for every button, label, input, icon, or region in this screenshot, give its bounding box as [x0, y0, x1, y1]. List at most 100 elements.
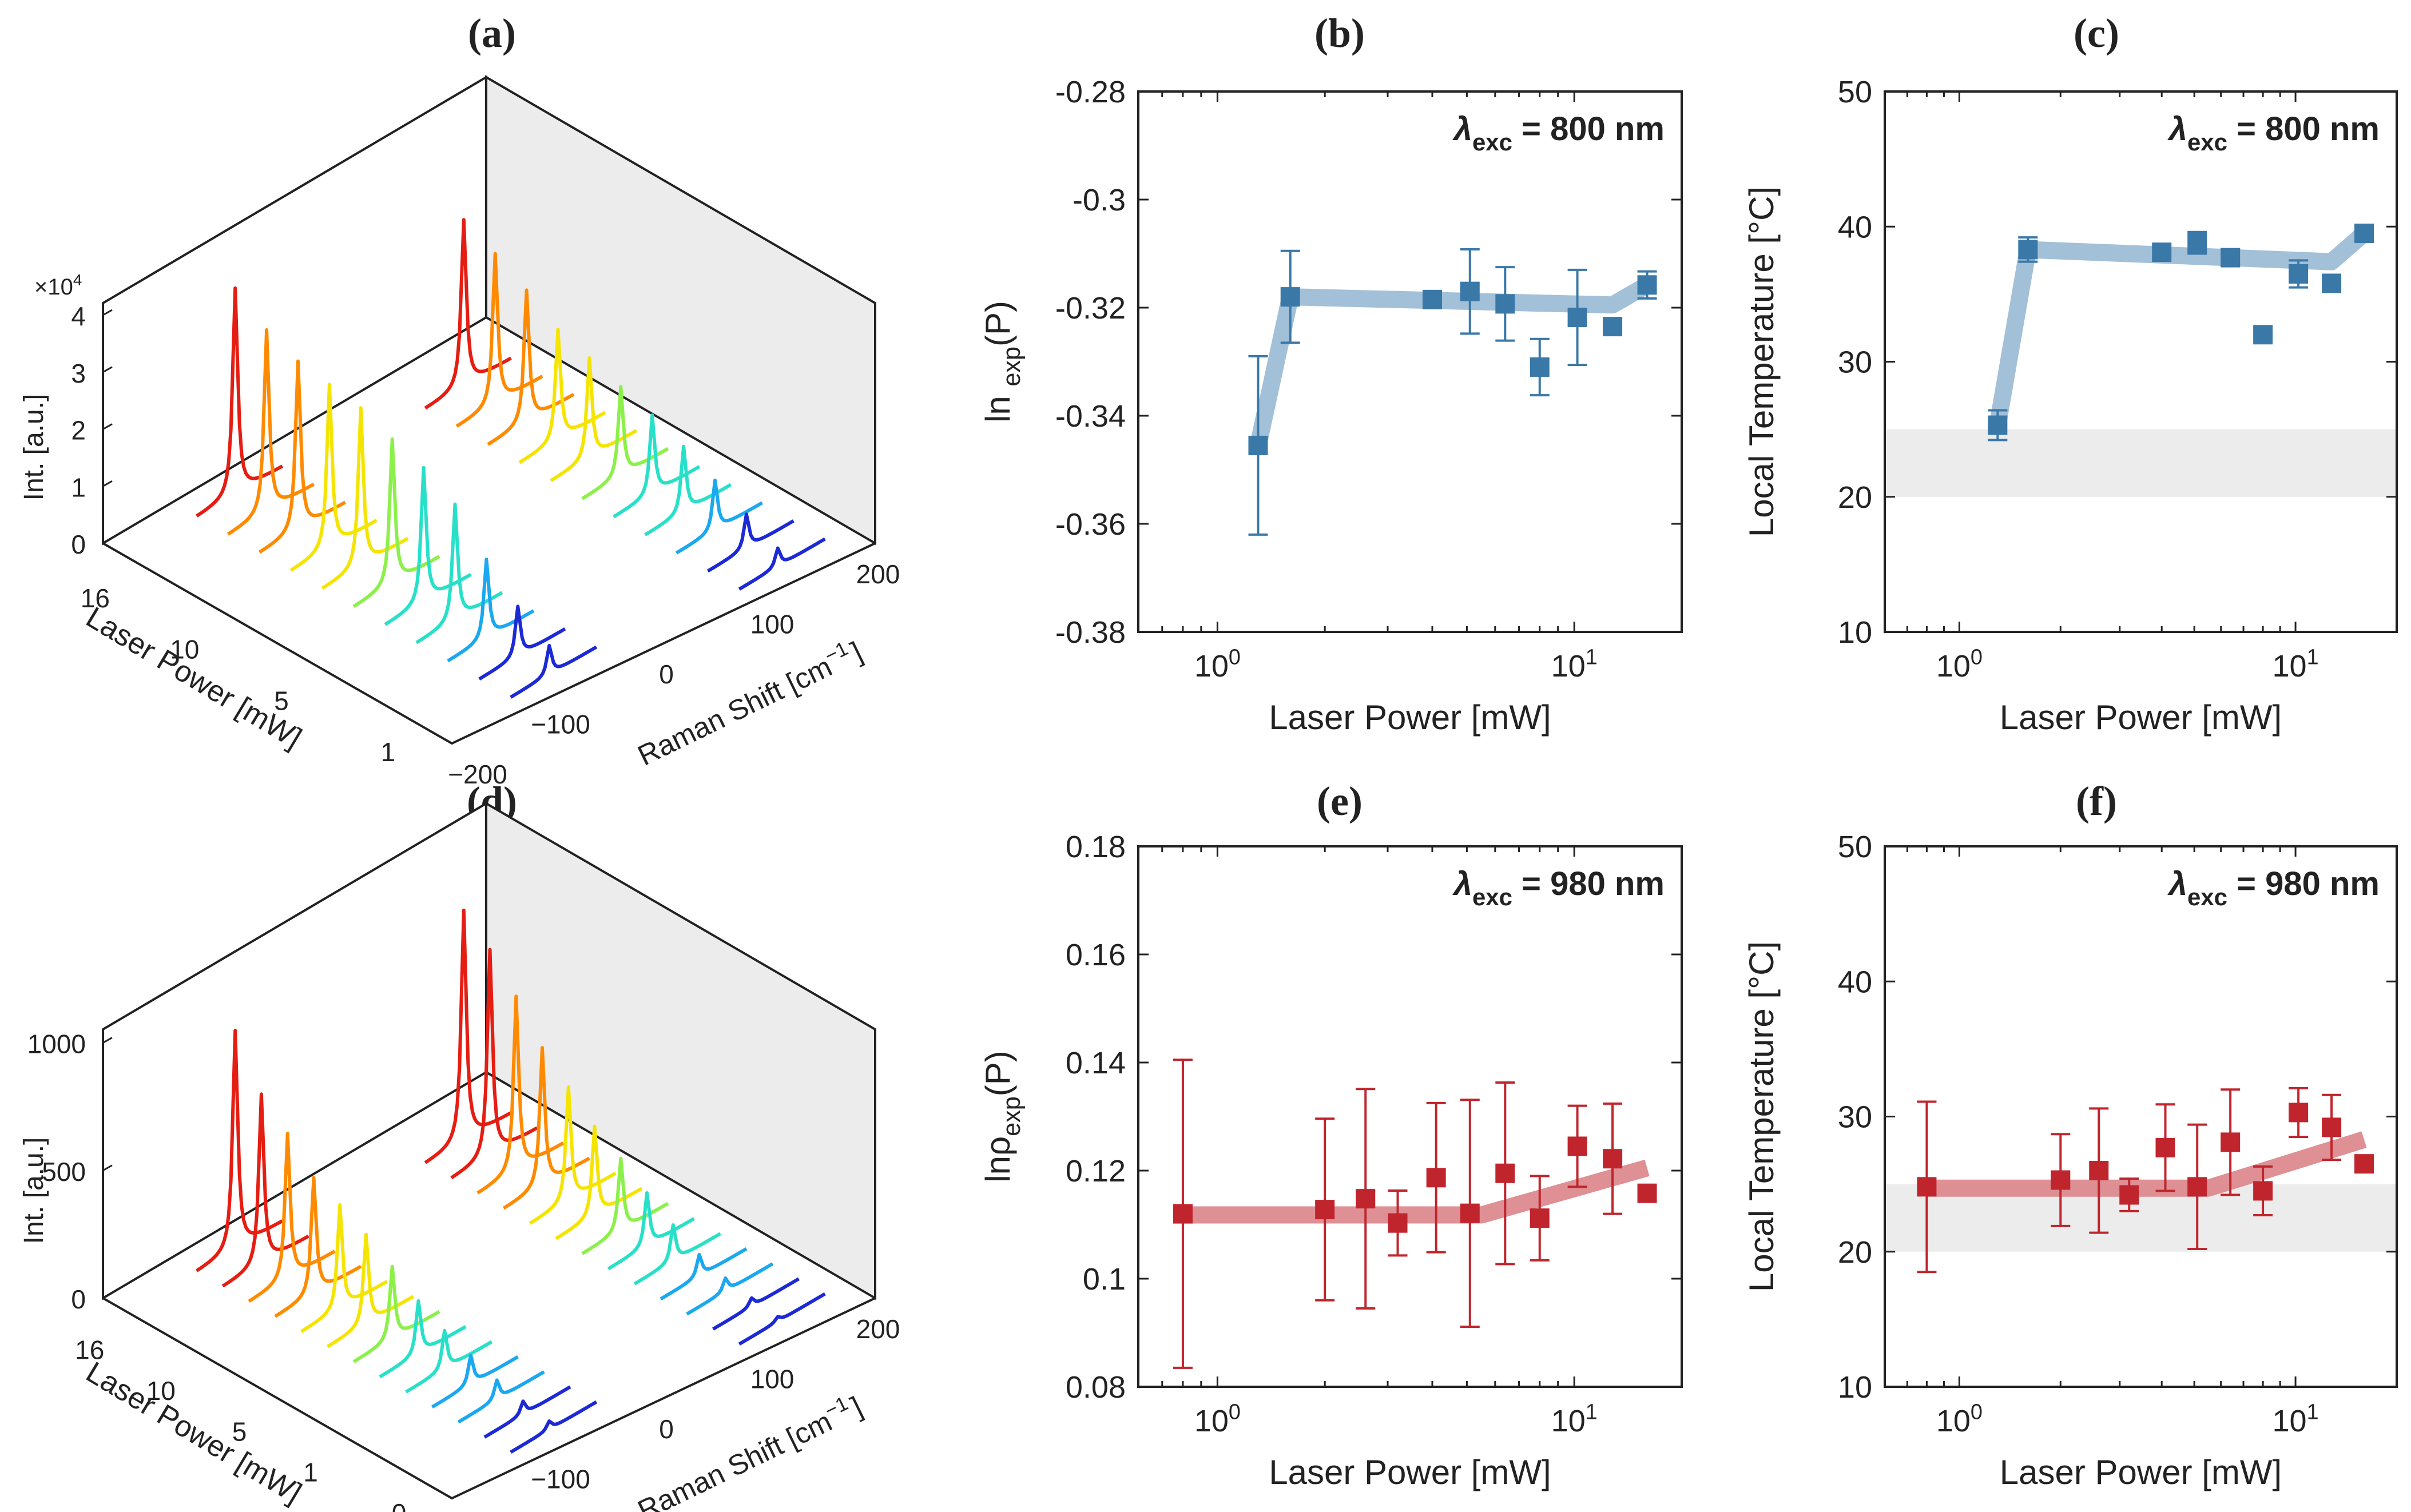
spectrum-trace: [712, 1277, 800, 1331]
spectrum-trace: [258, 359, 346, 554]
panel-label-a: (a): [468, 10, 516, 56]
data-point: [2253, 325, 2273, 345]
spectrum-trace: [738, 1292, 826, 1346]
y-axis-label: Local Temperature [°C]: [1742, 941, 1781, 1292]
spectrum-trace: [431, 1354, 519, 1408]
raman-axis-bracket: ]: [846, 1390, 867, 1422]
x-tick-label: 101: [1551, 1400, 1598, 1438]
raman-axis-label-text: Raman Shift [cm−1: [631, 1392, 857, 1512]
spectrum-trace: [424, 218, 512, 410]
spectrum-trace: [738, 537, 826, 591]
data-point: [1315, 1200, 1335, 1220]
z-axis-label: Int. [a.u.]: [19, 1137, 49, 1244]
spectrum-trace: [289, 383, 378, 572]
laser-power-tick-label: 0: [392, 1498, 407, 1512]
z-tick: [102, 537, 113, 544]
laser-power-axis-label: Laser Power [mW]: [81, 600, 307, 755]
spectrum-trace: [581, 385, 669, 500]
raman-axis-label-text: Raman Shift [cm−1: [631, 637, 857, 771]
data-point: [2289, 1103, 2309, 1123]
spectrum-trace: [510, 644, 598, 699]
y-tick-label: 0.1: [1083, 1262, 1126, 1296]
y-tick-label: 0.18: [1066, 830, 1126, 864]
z-tick: [102, 423, 113, 430]
scatter-panel-b: -0.28 -0.3 -0.32 -0.34 -0.36 -0.38 100 101Laser…: [979, 75, 1683, 737]
y-tick-label: 40: [1838, 210, 1872, 244]
spectrum-trace: [384, 465, 472, 626]
wavelength-annotation: λexc = 980 nm: [2167, 865, 2380, 910]
y-axis-label-text: ln exp(P): [979, 301, 1026, 423]
x-tick-label: 101: [2273, 1400, 2319, 1438]
spectrum-trace: [607, 1191, 695, 1271]
reference-band: [1885, 429, 2397, 497]
spectrum-trace: [502, 1046, 590, 1210]
data-point: [2089, 1161, 2109, 1180]
data-point: [1495, 294, 1515, 314]
scatter-panel-f: 10 20 30 40 50 100 101 Laser Power [mW] Local Te…: [1742, 830, 2398, 1491]
spectrum-trace: [352, 437, 440, 608]
spectrum-trace: [660, 1247, 748, 1301]
floor-edge: [102, 1297, 876, 1500]
y-tick-label: 40: [1838, 965, 1872, 999]
fit-line: [1989, 226, 2370, 427]
fit-line: [1182, 1159, 1650, 1224]
y-tick-label: 50: [1838, 830, 1872, 864]
spectrum-trace: [529, 1085, 617, 1225]
x-tick-label: 101: [1551, 645, 1598, 683]
z-tick-label: 1: [71, 472, 86, 502]
z-tick: [102, 1164, 113, 1172]
spectrum-trace: [196, 286, 284, 518]
data-point: [2322, 273, 2342, 293]
spectrum-trace: [326, 1232, 415, 1348]
axes-box: [1137, 845, 1683, 1388]
z-tick: [102, 480, 113, 487]
axes-box: [1884, 845, 2398, 1388]
z-axis-label-text: Int. [a.u.]: [19, 394, 49, 501]
spectrum-trace: [227, 328, 315, 536]
data-point: [2187, 1177, 2207, 1197]
data-point: [1460, 281, 1480, 301]
raman-tick-label: −100: [531, 710, 590, 739]
data-point: [1495, 1163, 1515, 1183]
z-tick: [102, 366, 113, 373]
spectrum-trace: [706, 512, 795, 573]
data-point: [1460, 1203, 1480, 1223]
laser-power-tick-label: 1: [303, 1458, 318, 1487]
y-axis-label: Local Temperature [°C]: [1742, 186, 1781, 537]
data-point: [1567, 1136, 1587, 1156]
y-tick-label: 0.08: [1066, 1370, 1126, 1404]
data-point: [1988, 415, 2008, 435]
data-point: [2119, 1185, 2139, 1205]
raman-axis-label: Raman Shift [cm−1]: [631, 635, 867, 771]
panel-label-e: (e): [1317, 778, 1363, 824]
z-tick: [102, 309, 113, 316]
spectrum-trace: [555, 1124, 643, 1240]
laser-power-tick-label: 5: [232, 1416, 247, 1446]
spectrum-trace: [483, 1385, 571, 1439]
data-point: [2253, 1181, 2273, 1201]
y-axis-label: lnρexp(P): [979, 1051, 1026, 1182]
y-tick-label: -0.32: [1055, 291, 1126, 325]
panel-label-b: (b): [1314, 10, 1365, 56]
spectrum-trace: [675, 478, 764, 555]
x-axis-label: Laser Power [mW]: [1269, 1453, 1551, 1491]
z-tick-label: 3: [71, 359, 86, 388]
spectrum-trace: [352, 1264, 440, 1363]
laser-power-axis-label: Laser Power [mW]: [81, 1355, 307, 1510]
y-tick-label: 30: [1838, 1100, 1872, 1135]
raman-tick-label: −200: [448, 759, 507, 789]
data-point: [2221, 248, 2241, 268]
wavelength-annotation: λexc = 980 nm: [1452, 865, 1665, 910]
x-tick-label: 101: [2273, 645, 2319, 683]
spectrum-trace: [518, 327, 606, 464]
raman-axis-label: Raman Shift [cm−1]: [631, 1390, 867, 1512]
axes-box: [1137, 90, 1683, 633]
spectrum-trace: [510, 1400, 598, 1454]
data-point: [1280, 287, 1300, 307]
fit-line: [1927, 1131, 2367, 1197]
data-point: [1388, 1213, 1408, 1233]
data-point: [1530, 357, 1550, 377]
data-point: [2051, 1170, 2071, 1190]
z-tick-label: 500: [42, 1157, 86, 1187]
